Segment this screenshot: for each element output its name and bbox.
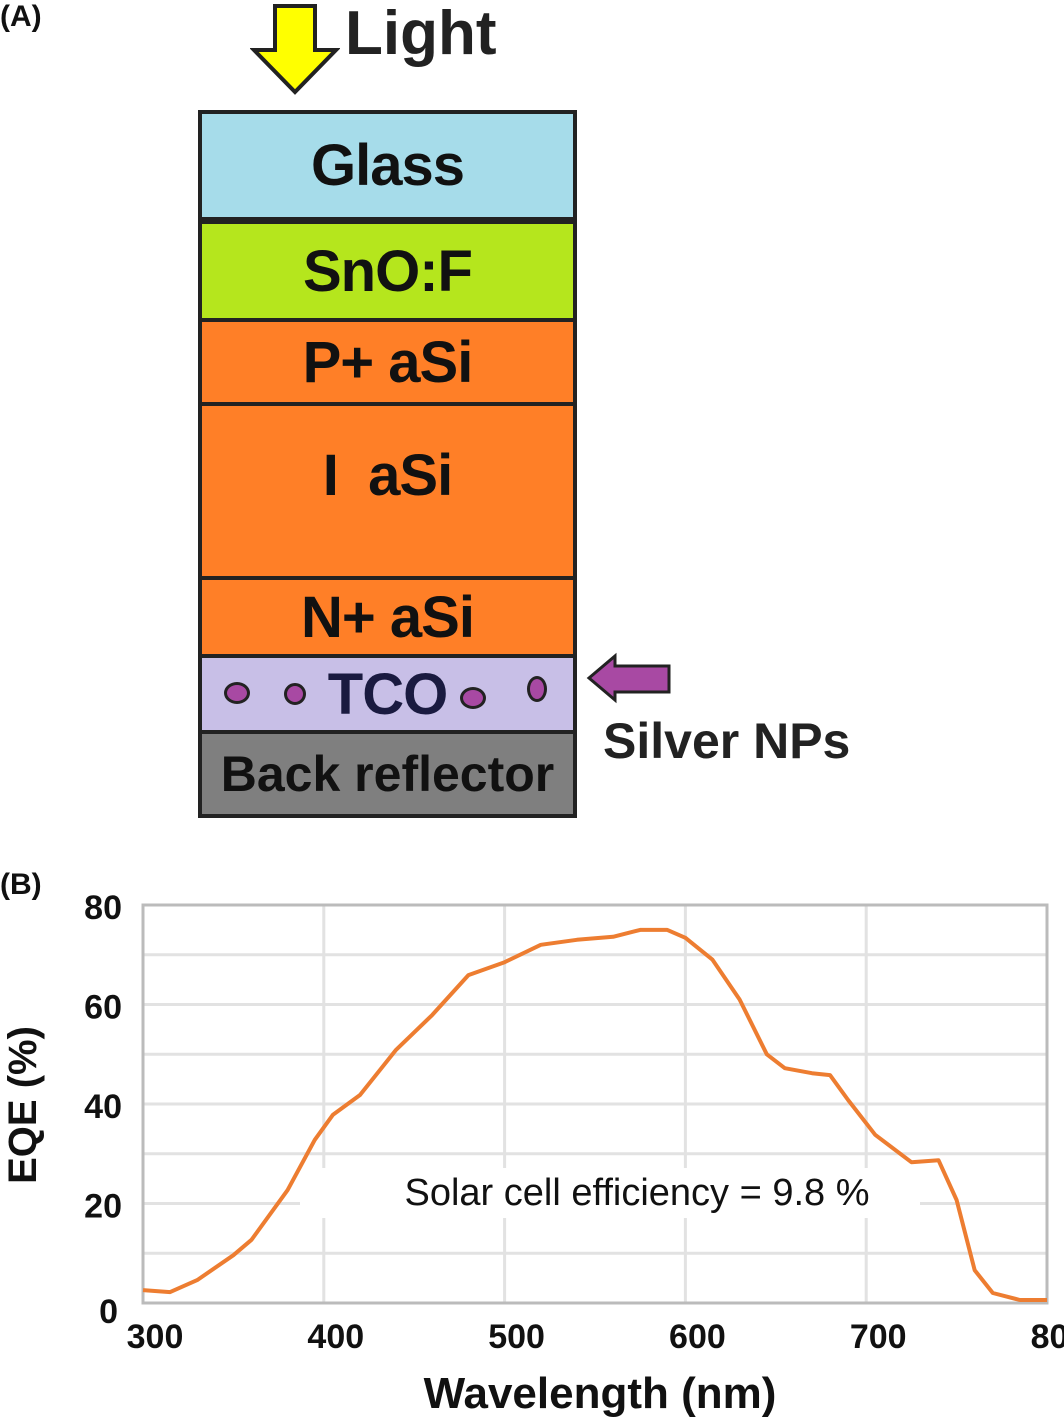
layer-label: P+ aSi [302,329,474,395]
x-tick-label: 400 [307,1318,364,1356]
x-tick-label: 600 [669,1318,726,1356]
light-label: Light [345,0,497,68]
layer-label: TCO [327,661,448,727]
silver-nps-label: Silver NPs [603,713,851,769]
efficiency-annotation: Solar cell efficiency = 9.8 % [404,1172,869,1214]
layer-label: SnO:F [303,238,473,304]
x-tick-label: 500 [488,1318,545,1356]
x-tick-label: 300 [127,1318,184,1356]
y-tick-label: 20 [84,1188,122,1226]
layer-back-reflector: Back reflector [198,730,577,818]
layer-label: Back reflector [220,746,555,802]
silver-np-arrow-icon [586,652,671,704]
plot-frame [141,903,1049,1305]
layer-sno-f: SnO:F [198,220,577,322]
silver-nanoparticle [284,683,306,705]
x-axis-label: Wavelength (nm) [424,1369,777,1418]
layer-i-asi: I aSi [198,402,577,580]
layer-label: N+ aSi [301,584,475,650]
layer-label: Glass [311,133,465,198]
y-tick-label: 40 [84,1088,122,1126]
silver-nanoparticle [224,682,250,704]
layer-glass: Glass [198,110,577,221]
y-axis-label: EQE (%) [1,1026,45,1184]
silver-nanoparticle [527,676,547,702]
panel-b-label: (B) [0,868,42,901]
panel-a-label: (A) [0,0,42,33]
layer-n-asi: N+ aSi [198,576,577,658]
x-tick-label: 800 [1031,1318,1064,1356]
y-tick-label: 80 [84,889,122,927]
eqe-series-line [142,927,1047,1302]
layer-tco: TCO [198,654,577,734]
y-tick-label: 0 [99,1293,118,1331]
layer-label: I aSi [322,443,453,508]
silver-nanoparticle [460,687,486,709]
y-tick-label: 60 [84,989,122,1027]
light-arrow-icon [250,4,340,95]
annotation-background [300,1168,920,1218]
x-tick-label: 700 [850,1318,907,1356]
